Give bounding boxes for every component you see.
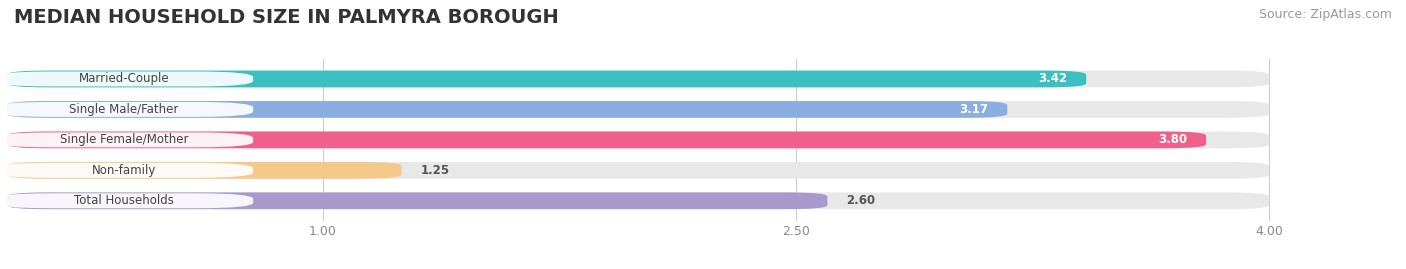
FancyBboxPatch shape	[7, 101, 1270, 118]
FancyBboxPatch shape	[0, 72, 253, 86]
Text: Single Female/Mother: Single Female/Mother	[59, 133, 188, 146]
FancyBboxPatch shape	[0, 132, 253, 147]
FancyBboxPatch shape	[0, 102, 253, 117]
Text: 3.80: 3.80	[1159, 133, 1187, 146]
Text: Single Male/Father: Single Male/Father	[69, 103, 179, 116]
FancyBboxPatch shape	[7, 192, 827, 209]
FancyBboxPatch shape	[7, 162, 402, 179]
Text: 2.60: 2.60	[846, 194, 876, 207]
Text: 3.17: 3.17	[959, 103, 988, 116]
FancyBboxPatch shape	[7, 101, 1007, 118]
FancyBboxPatch shape	[7, 70, 1270, 87]
FancyBboxPatch shape	[7, 132, 1270, 148]
FancyBboxPatch shape	[7, 132, 1206, 148]
Text: Total Households: Total Households	[75, 194, 174, 207]
Text: 3.42: 3.42	[1038, 72, 1067, 86]
FancyBboxPatch shape	[0, 193, 253, 208]
Text: Married-Couple: Married-Couple	[79, 72, 169, 86]
FancyBboxPatch shape	[7, 70, 1087, 87]
Text: 1.25: 1.25	[420, 164, 450, 177]
Text: Non-family: Non-family	[91, 164, 156, 177]
FancyBboxPatch shape	[0, 163, 253, 178]
Text: Source: ZipAtlas.com: Source: ZipAtlas.com	[1258, 8, 1392, 21]
Text: MEDIAN HOUSEHOLD SIZE IN PALMYRA BOROUGH: MEDIAN HOUSEHOLD SIZE IN PALMYRA BOROUGH	[14, 8, 558, 27]
FancyBboxPatch shape	[7, 192, 1270, 209]
FancyBboxPatch shape	[7, 162, 1270, 179]
